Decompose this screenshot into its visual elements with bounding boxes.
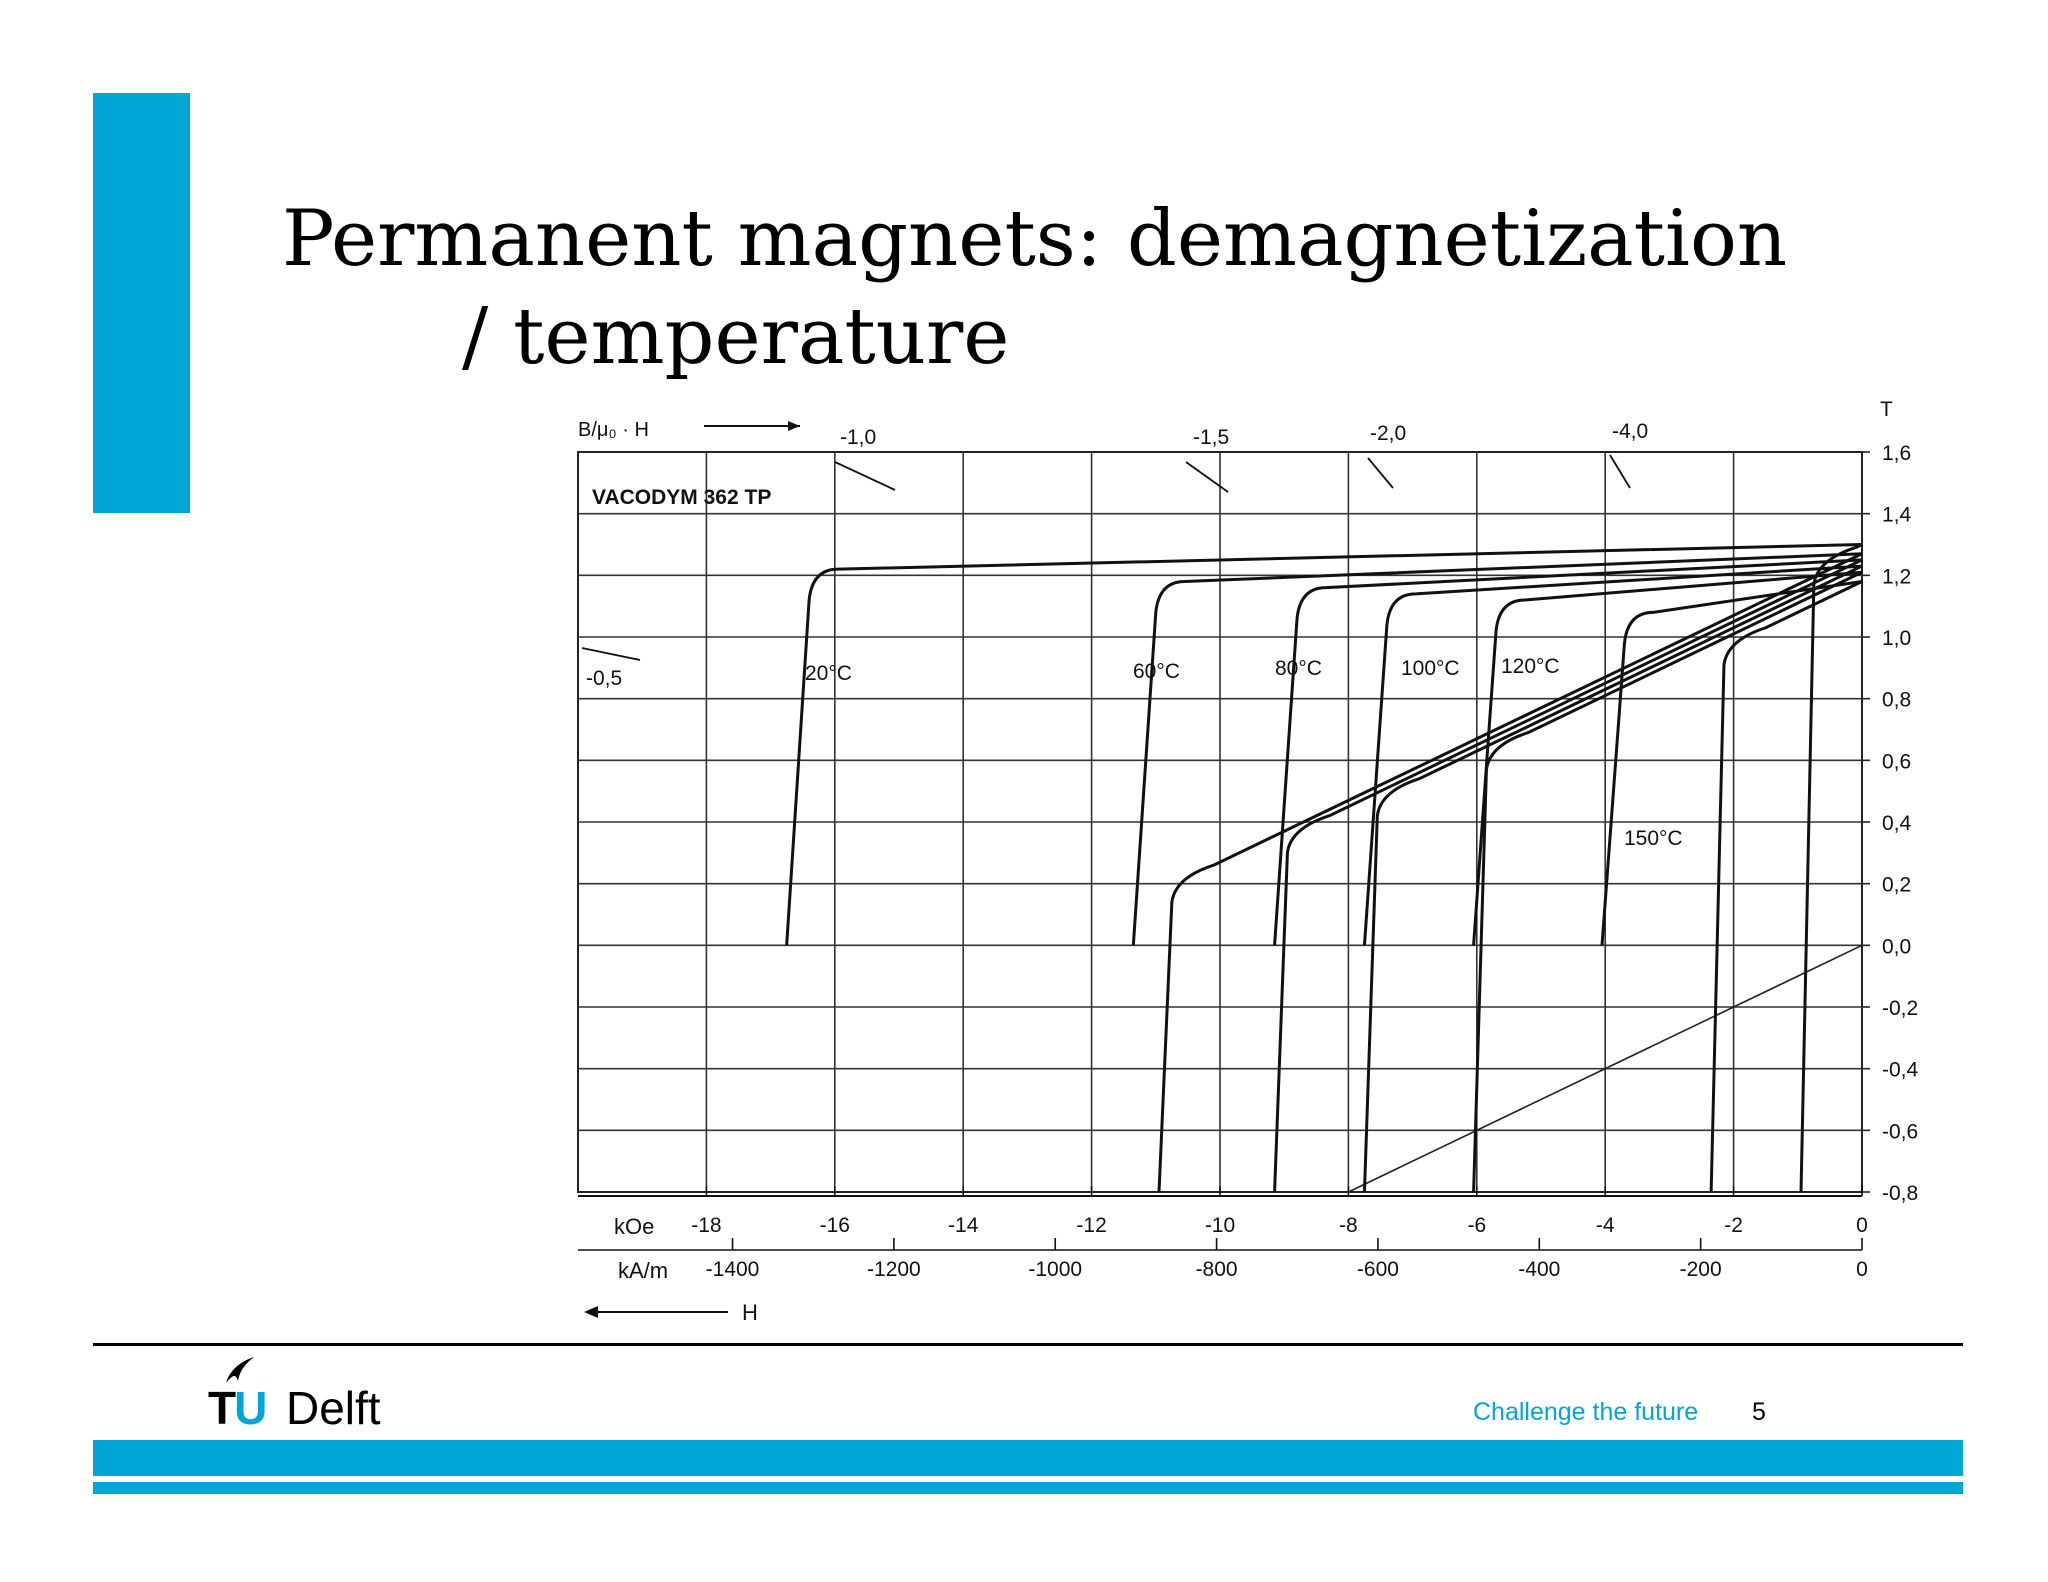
title-line-1: Permanent magnets: demagnetization xyxy=(282,194,1788,284)
tudelft-logo: TU Delft xyxy=(208,1355,408,1435)
kam-tick-label: -1000 xyxy=(1028,1258,1082,1281)
koe-tick-label: -16 xyxy=(820,1214,850,1237)
h-arrowhead xyxy=(584,1306,598,1318)
y-tick-label: 0,8 xyxy=(1882,689,1911,712)
koe-tick-label: -10 xyxy=(1205,1214,1235,1237)
induction-curve xyxy=(1157,552,1863,1193)
recoil-line xyxy=(1348,944,1863,1193)
temperature-label: 100°C xyxy=(1401,657,1460,680)
induction-curve xyxy=(1799,543,1863,1193)
footer-rule xyxy=(93,1343,1963,1346)
accent-bar xyxy=(93,93,190,513)
induction-curve xyxy=(1273,558,1863,1193)
temperature-label: 20°C xyxy=(805,662,852,685)
y-tick-label: 1,6 xyxy=(1882,442,1911,465)
intrinsic-curve xyxy=(785,543,1863,946)
tagline: Challenge the future xyxy=(1473,1398,1699,1426)
y-tick-label: 1,0 xyxy=(1882,627,1911,650)
y-tick-label: 0,2 xyxy=(1882,874,1911,897)
flame-icon xyxy=(226,1357,254,1383)
permeance-label: -4,0 xyxy=(1612,420,1648,443)
page-number: 5 xyxy=(1752,1398,1766,1426)
permeance-label: -1,0 xyxy=(840,426,876,449)
temperature-label: 80°C xyxy=(1275,657,1322,680)
logo-delft: Delft xyxy=(286,1382,381,1434)
koe-label: kOe xyxy=(614,1214,654,1239)
y-tick-label: 1,2 xyxy=(1882,565,1911,588)
kam-label: kA/m xyxy=(618,1258,668,1283)
y-tick-label: 0,0 xyxy=(1882,935,1911,958)
chart-labels: -0,5 -1,0 -1,5 -2,0 -4,0 B/μ₀ · H 20°C 60°C 80°C… xyxy=(578,398,1919,1325)
kam-tick-label: -200 xyxy=(1680,1258,1722,1281)
permeance-label: -1,5 xyxy=(1193,426,1229,449)
intrinsic-curve xyxy=(1362,564,1863,946)
kam-tick-label: -1400 xyxy=(706,1258,760,1281)
permeance-tick xyxy=(581,647,641,661)
intrinsic-curve xyxy=(1131,552,1863,946)
induction-curve xyxy=(1709,580,1863,1193)
kam-tick-label: -600 xyxy=(1357,1258,1399,1281)
koe-tick-label: -18 xyxy=(691,1214,721,1237)
chart-axes xyxy=(578,451,1870,1318)
curves xyxy=(785,543,1863,1193)
permeance-axis-label: B/μ₀ · H xyxy=(578,419,649,441)
h-arrow-label: H xyxy=(742,1300,758,1325)
kam-tick-label: -400 xyxy=(1518,1258,1560,1281)
permeance-label: -0,5 xyxy=(586,667,622,690)
chart-title: VACODYM 362 TP xyxy=(592,486,771,509)
permeance-arrowhead xyxy=(788,421,800,431)
footer-band-thin xyxy=(93,1482,1963,1494)
permeance-lines xyxy=(581,454,1863,1193)
koe-tick-label: 0 xyxy=(1856,1214,1868,1237)
permeance-tick xyxy=(834,461,896,491)
permeance-tick xyxy=(1367,457,1394,489)
koe-tick-label: -6 xyxy=(1467,1214,1486,1237)
y-tick-label: -0,2 xyxy=(1882,997,1918,1020)
y-tick-label: 0,4 xyxy=(1882,812,1912,835)
koe-tick-label: -4 xyxy=(1596,1214,1615,1237)
kam-tick-label: -1200 xyxy=(867,1258,921,1281)
temperature-label: 60°C xyxy=(1133,660,1180,683)
permeance-tick xyxy=(1185,461,1229,493)
intrinsic-curve xyxy=(1273,558,1863,946)
induction-curve xyxy=(1472,570,1863,1193)
temperature-label: 120°C xyxy=(1501,655,1560,678)
induction-curve xyxy=(1362,564,1863,1193)
kam-tick-label: -800 xyxy=(1196,1258,1238,1281)
title-line-2: / temperature xyxy=(462,292,1010,382)
koe-tick-label: -8 xyxy=(1339,1214,1358,1237)
y-tick-label: -0,4 xyxy=(1882,1059,1919,1082)
permeance-tick xyxy=(1609,454,1631,489)
temperature-label: 150°C xyxy=(1624,827,1683,850)
koe-tick-label: -12 xyxy=(1076,1214,1106,1237)
footer-band xyxy=(93,1440,1963,1476)
koe-tick-label: -14 xyxy=(948,1214,979,1237)
demagnetization-chart: -0,5 -1,0 -1,5 -2,0 -4,0 B/μ₀ · H 20°C 60°C 80°C… xyxy=(577,398,1919,1325)
y-tick-label: -0,8 xyxy=(1882,1182,1918,1205)
y-tick-label: -0,6 xyxy=(1882,1120,1918,1143)
logo-t: T xyxy=(208,1382,236,1434)
permeance-label: -2,0 xyxy=(1370,422,1406,445)
koe-tick-label: -2 xyxy=(1724,1214,1743,1237)
y-tick-label: 0,6 xyxy=(1882,750,1911,773)
logo-u: U xyxy=(234,1382,267,1434)
logo-tu: TU xyxy=(208,1381,267,1435)
intrinsic-curve xyxy=(1600,580,1863,946)
intrinsic-curve xyxy=(1472,570,1863,946)
slide-title: Permanent magnets: demagnetization / tem… xyxy=(282,190,1982,386)
y-tick-label: 1,4 xyxy=(1882,504,1912,527)
kam-tick-label: 0 xyxy=(1856,1258,1868,1281)
y-unit-label: T xyxy=(1880,398,1893,421)
